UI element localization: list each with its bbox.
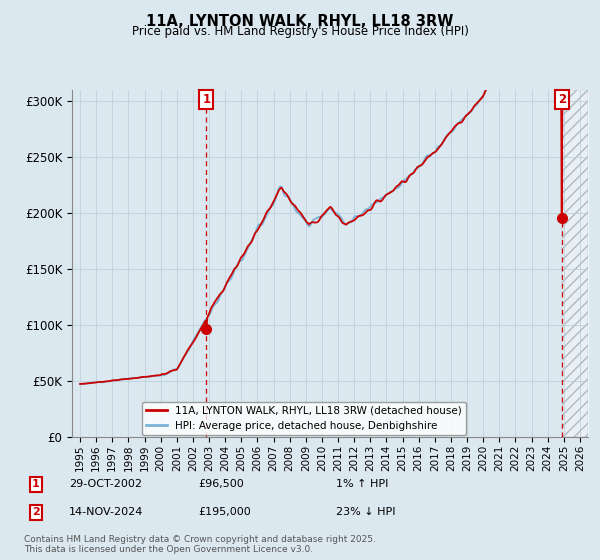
- Text: 11A, LYNTON WALK, RHYL, LL18 3RW: 11A, LYNTON WALK, RHYL, LL18 3RW: [146, 14, 454, 29]
- Text: 2: 2: [557, 93, 566, 106]
- Text: 2: 2: [32, 507, 40, 517]
- Text: 23% ↓ HPI: 23% ↓ HPI: [336, 507, 395, 517]
- Text: Price paid vs. HM Land Registry's House Price Index (HPI): Price paid vs. HM Land Registry's House …: [131, 25, 469, 38]
- Legend: 11A, LYNTON WALK, RHYL, LL18 3RW (detached house), HPI: Average price, detached : 11A, LYNTON WALK, RHYL, LL18 3RW (detach…: [142, 402, 466, 435]
- Text: £96,500: £96,500: [198, 479, 244, 489]
- Text: 1: 1: [202, 93, 211, 106]
- Text: 29-OCT-2002: 29-OCT-2002: [69, 479, 142, 489]
- Text: 14-NOV-2024: 14-NOV-2024: [69, 507, 143, 517]
- Text: £195,000: £195,000: [198, 507, 251, 517]
- Text: Contains HM Land Registry data © Crown copyright and database right 2025.
This d: Contains HM Land Registry data © Crown c…: [24, 535, 376, 554]
- Text: 1% ↑ HPI: 1% ↑ HPI: [336, 479, 388, 489]
- Text: 1: 1: [32, 479, 40, 489]
